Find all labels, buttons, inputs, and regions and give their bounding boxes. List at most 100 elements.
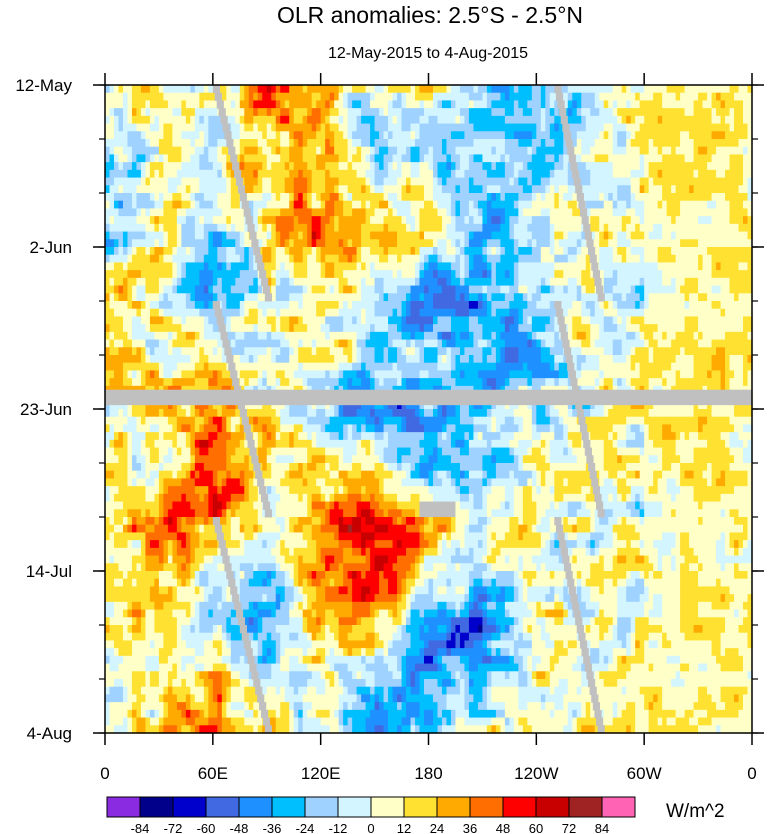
field-cell (725, 154, 731, 163)
field-cell (271, 200, 277, 210)
field-cell (145, 85, 151, 94)
field-cell (549, 85, 555, 94)
field-cell (684, 324, 690, 333)
field-cell (163, 301, 169, 310)
field-cell (118, 216, 124, 225)
field-cell (711, 247, 717, 256)
field-cell (468, 247, 475, 256)
field-cell (140, 169, 147, 179)
field-cell (271, 208, 277, 217)
field-cell (612, 200, 618, 210)
field-cell (217, 231, 223, 240)
field-cell (531, 185, 537, 194)
field-cell (666, 223, 672, 233)
field-cell (298, 139, 304, 148)
field-cell (572, 131, 578, 140)
field-cell (176, 193, 182, 202)
field-cell (374, 100, 380, 109)
field-cell (316, 277, 322, 287)
field-cell (154, 200, 160, 210)
field-cell (307, 277, 313, 287)
field-cell (513, 108, 519, 117)
field-cell (707, 115, 713, 125)
field-cell (217, 270, 223, 279)
field-cell (406, 231, 412, 240)
field-cell (181, 123, 187, 132)
field-cell (266, 324, 272, 333)
field-cell (743, 123, 749, 132)
field-cell (432, 324, 439, 333)
field-cell (513, 139, 519, 148)
field-cell (194, 208, 200, 217)
field-cell (702, 293, 708, 302)
field-cell (190, 247, 196, 256)
field-cell (257, 92, 263, 102)
field-cell (316, 216, 322, 225)
field-cell (531, 146, 537, 156)
field-cell (244, 139, 250, 148)
field-cell (289, 216, 295, 225)
field-cell (738, 239, 744, 248)
field-cell (356, 108, 362, 117)
field-cell (455, 316, 461, 325)
field-cell (482, 177, 488, 186)
field-cell (576, 146, 582, 156)
field-cell (590, 316, 596, 325)
field-cell (747, 85, 753, 94)
field-cell (572, 193, 578, 202)
field-cell (199, 115, 205, 125)
field-cell (311, 146, 317, 156)
field-cell (441, 223, 448, 233)
field-cell (136, 316, 142, 325)
field-cell (666, 270, 672, 279)
field-cell (734, 162, 740, 171)
field-cell (235, 293, 241, 302)
field-cell (266, 162, 272, 171)
field-cell (163, 123, 169, 132)
field-cell (702, 108, 708, 117)
field-cell (689, 200, 695, 210)
field-cell (567, 100, 573, 109)
field-cell (127, 254, 133, 264)
field-cell (280, 331, 286, 341)
field-cell (257, 239, 263, 248)
field-cell (662, 223, 668, 233)
field-cell (486, 308, 492, 318)
field-cell (329, 262, 335, 271)
field-cell (666, 254, 672, 264)
field-cell (432, 177, 439, 186)
field-cell (432, 131, 439, 140)
field-cell (307, 247, 313, 256)
field-cell (244, 92, 250, 102)
field-cell (473, 316, 479, 325)
field-cell (136, 123, 142, 132)
field-cell (410, 316, 416, 325)
field-cell (401, 92, 407, 102)
field-cell (311, 231, 317, 240)
field-cell (230, 239, 236, 248)
field-cell (113, 154, 120, 163)
field-cell (167, 208, 173, 217)
field-cell (298, 254, 304, 264)
field-cell (725, 146, 731, 156)
field-cell (527, 254, 533, 264)
field-cell (347, 108, 353, 117)
field-cell (671, 339, 677, 348)
field-cell (401, 216, 407, 225)
field-cell (316, 293, 322, 302)
field-cell (185, 169, 191, 179)
field-cell (235, 347, 241, 356)
field-cell (271, 216, 277, 225)
field-cell (122, 169, 129, 179)
field-cell (415, 316, 421, 325)
field-cell (109, 293, 115, 302)
field-cell (581, 139, 587, 148)
field-cell (145, 301, 151, 310)
field-cell (316, 154, 322, 163)
field-cell (298, 331, 304, 341)
field-cell (522, 254, 528, 264)
field-cell (167, 100, 173, 109)
field-cell (468, 92, 475, 102)
field-cell (698, 239, 704, 248)
field-cell (522, 139, 528, 148)
